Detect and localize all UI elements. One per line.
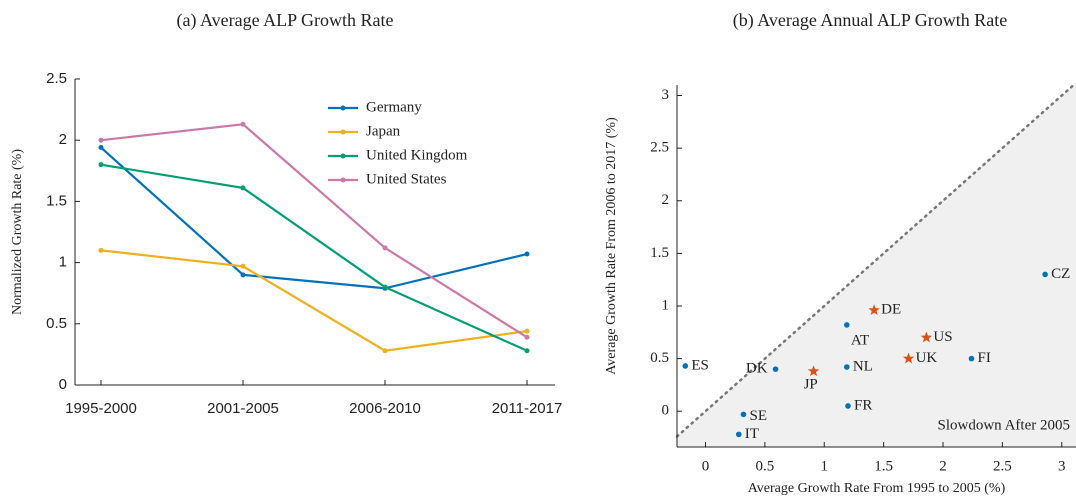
point-label: ES (691, 357, 709, 373)
x-tick-label: 1995-2000 (65, 400, 137, 417)
point (524, 328, 530, 334)
star-point (920, 331, 933, 343)
point (240, 272, 246, 278)
legend-dot (340, 129, 346, 135)
point (682, 363, 689, 369)
point-label: IT (745, 426, 759, 442)
y-tick-label: 0.5 (46, 315, 67, 332)
point-label: SE (750, 408, 768, 424)
slowdown-region (677, 85, 1076, 447)
point (98, 247, 104, 253)
legend-dot (340, 105, 346, 111)
diagonal (675, 83, 1075, 438)
series-line (100, 163, 528, 352)
x-tick-label: 0.5 (756, 458, 775, 474)
annotation: Slowdown After 2005 (938, 417, 1071, 433)
chart-title: (a) Average ALP Growth Rate (177, 10, 394, 31)
y-tick-label: 0 (59, 376, 67, 393)
x-axis-label: Average Growth Rate From 1995 to 2005 (%… (748, 481, 1006, 496)
point (524, 251, 530, 257)
point-label: FI (978, 350, 991, 366)
point-label: FR (854, 397, 872, 413)
legend-dot (340, 177, 346, 183)
point-label: AT (851, 332, 869, 348)
point (382, 348, 388, 354)
series-line (100, 249, 528, 352)
point (98, 162, 104, 168)
point-label: US (933, 329, 952, 345)
y-tick-label: 3 (662, 87, 670, 103)
y-axis-label: Normalized Growth Rate (%) (10, 149, 25, 315)
point (735, 431, 742, 438)
series-line (100, 123, 528, 339)
star-point (807, 365, 820, 377)
point (772, 366, 779, 372)
x-tick-label: 2006-2010 (349, 400, 421, 417)
x-tick-label: 2001-2005 (207, 400, 279, 417)
star-point (868, 304, 880, 316)
point-label: JP (804, 377, 818, 393)
y-tick-label: 1 (59, 254, 67, 271)
point-label: NL (853, 358, 873, 374)
x-tick-label: 1 (821, 458, 829, 474)
point (968, 355, 975, 362)
y-tick-label: 2 (662, 192, 670, 208)
point (844, 322, 850, 328)
legend-label: Japan (366, 123, 401, 139)
point (98, 137, 104, 143)
point-label: DK (746, 361, 768, 377)
y-tick-label: 1.5 (650, 245, 669, 261)
point (382, 245, 388, 251)
x-tick-label: 3 (1058, 458, 1066, 474)
point (524, 348, 530, 354)
x-tick-label: 2 (939, 458, 947, 474)
y-axis-label: Average Growth Rate From 2006 to 2017 (%… (604, 117, 619, 375)
chart-title: (b) Average Annual ALP Growth Rate (733, 10, 1007, 31)
point (845, 403, 851, 409)
point-label: UK (916, 350, 938, 366)
series-line (100, 146, 528, 290)
legend-label: United States (366, 171, 447, 187)
legend-label: United Kingdom (366, 147, 468, 163)
x-tick-label: 2.5 (993, 458, 1012, 474)
y-tick-label: 2 (59, 131, 67, 148)
point (1042, 271, 1048, 278)
point (240, 185, 246, 191)
point (524, 334, 530, 340)
point-label: DE (881, 302, 901, 318)
y-tick-label: 1 (662, 297, 670, 313)
x-tick-label: 2011-2017 (492, 400, 563, 417)
point (844, 364, 850, 370)
y-tick-label: 1.5 (46, 192, 67, 209)
point (98, 145, 104, 151)
point (740, 411, 747, 418)
legend-dot (340, 153, 346, 159)
y-tick-label: 0 (662, 403, 670, 419)
point (240, 121, 246, 127)
y-tick-label: 0.5 (650, 350, 669, 366)
legend-label: Germany (366, 99, 422, 115)
point (382, 284, 388, 290)
point-label: CZ (1051, 266, 1070, 282)
x-tick-label: 1.5 (874, 458, 893, 474)
x-tick-label: 0 (702, 458, 710, 474)
y-tick-label: 2.5 (46, 70, 67, 87)
y-tick-label: 2.5 (650, 140, 669, 156)
star-point (902, 352, 915, 364)
point (240, 263, 246, 269)
